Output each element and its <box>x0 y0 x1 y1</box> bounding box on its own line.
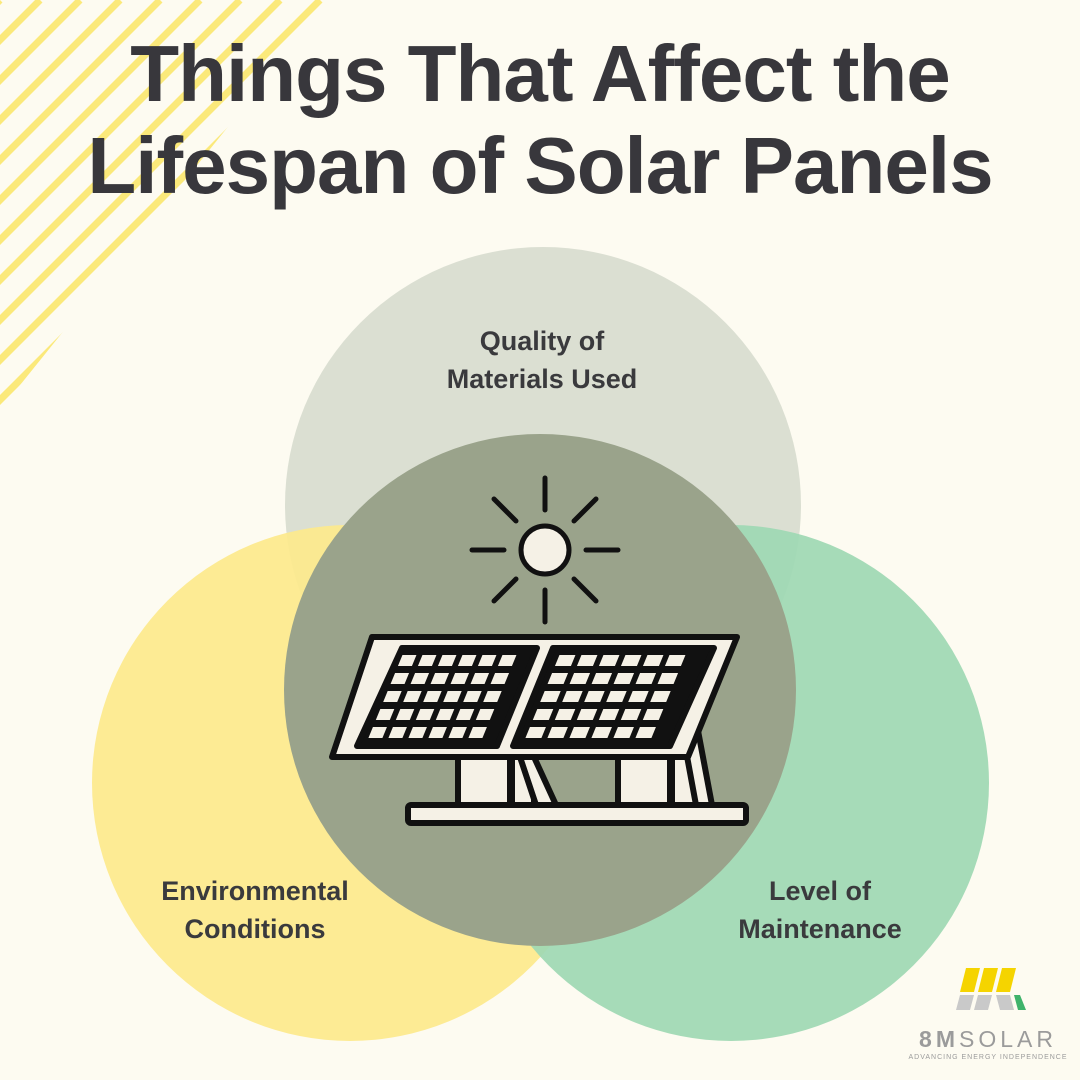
factor-label-environmental-conditions: Environmental Conditions <box>120 872 390 948</box>
factor-top-line-2: Materials Used <box>446 364 638 394</box>
title-line-1: Things That Affect the <box>130 29 950 118</box>
factor-right-line-1: Level of <box>768 876 872 906</box>
factor-left-line-2: Conditions <box>184 914 326 944</box>
factor-right-line-2: Maintenance <box>738 914 902 944</box>
logo-panel-icon <box>956 968 1026 1010</box>
logo-name-bold: 8M <box>919 1026 959 1052</box>
page-title: Things That Affect the Lifespan of Solar… <box>0 28 1080 212</box>
sun-icon <box>469 475 621 625</box>
factor-left-line-1: Environmental <box>161 876 349 906</box>
factor-label-quality-of-materials: Quality of Materials Used <box>392 322 692 398</box>
solar-cells <box>368 655 686 738</box>
logo-tagline: ADVANCING ENERGY INDEPENDENCE <box>908 1054 1068 1061</box>
factor-label-level-of-maintenance: Level of Maintenance <box>680 872 960 948</box>
logo-name-rest: SOLAR <box>958 1026 1057 1052</box>
title-line-2: Lifespan of Solar Panels <box>87 121 993 210</box>
factor-top-line-1: Quality of <box>479 326 605 356</box>
brand-logo: 8MSOLAR ADVANCING ENERGY INDEPENDENCE <box>908 966 1073 1076</box>
logo-wordmark: 8MSOLAR <box>908 1026 1068 1052</box>
